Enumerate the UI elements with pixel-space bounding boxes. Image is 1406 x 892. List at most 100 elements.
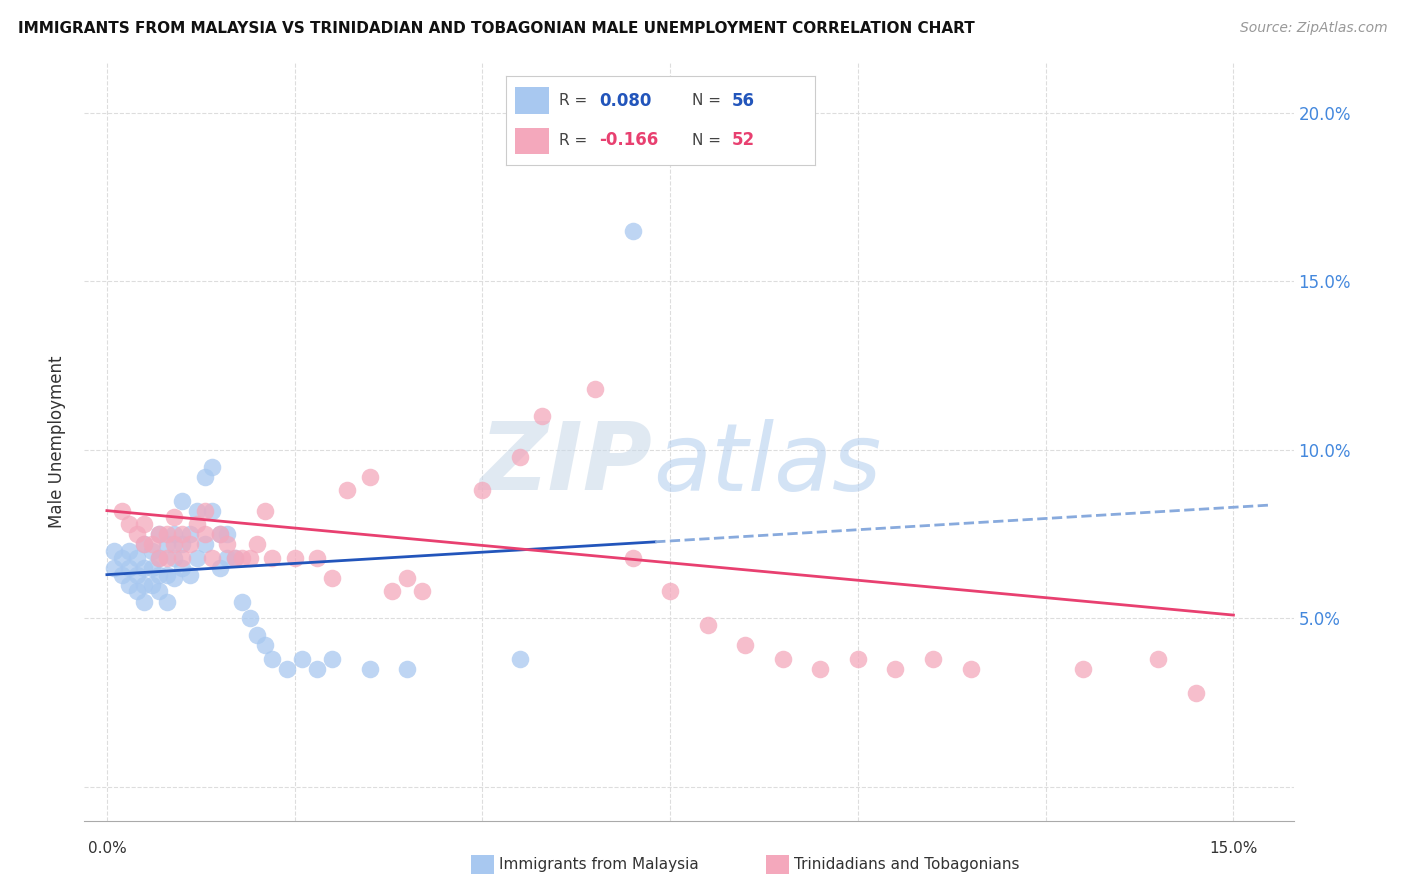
Point [193, 527, 215, 541]
Point [163, 510, 186, 524]
Text: Trinidadians and Tobagonians: Trinidadians and Tobagonians [794, 857, 1019, 871]
Point [359, 662, 381, 676]
Point [118, 561, 141, 575]
Point [215, 537, 238, 551]
Text: Immigrants from Malaysia: Immigrants from Malaysia [499, 857, 699, 871]
Point [103, 544, 125, 558]
Point [141, 578, 163, 592]
Point [118, 544, 141, 558]
Point [125, 527, 148, 541]
Point [163, 550, 186, 565]
Text: 15.0%: 15.0% [1209, 841, 1257, 855]
Point [193, 470, 215, 484]
Point [772, 652, 794, 666]
Point [156, 594, 179, 608]
Point [396, 662, 419, 676]
Point [201, 503, 224, 517]
Point [471, 483, 494, 498]
Point [111, 503, 134, 517]
Point [1147, 652, 1170, 666]
Point [134, 561, 156, 575]
Point [884, 662, 907, 676]
Point [170, 561, 193, 575]
Point [284, 550, 307, 565]
Point [621, 550, 644, 565]
Point [125, 584, 148, 599]
Point [583, 382, 606, 396]
Point [134, 537, 156, 551]
Bar [516, 128, 550, 154]
Point [509, 652, 531, 666]
Point [141, 544, 163, 558]
Point [922, 652, 945, 666]
Text: 56: 56 [733, 92, 755, 110]
Point [111, 550, 134, 565]
Point [163, 571, 186, 585]
Point [531, 409, 554, 424]
Point [224, 550, 246, 565]
Point [321, 571, 343, 585]
Point [201, 550, 224, 565]
Point [307, 550, 329, 565]
Text: -0.166: -0.166 [599, 131, 658, 149]
Point [846, 652, 869, 666]
Point [411, 584, 433, 599]
Point [808, 662, 831, 676]
Text: atlas: atlas [652, 418, 882, 510]
Point [734, 639, 756, 653]
Text: Source: ZipAtlas.com: Source: ZipAtlas.com [1240, 21, 1388, 35]
Point [163, 527, 186, 541]
Point [208, 527, 231, 541]
Text: R =: R = [558, 133, 592, 147]
Point [170, 527, 193, 541]
Y-axis label: Male Unemployment: Male Unemployment [48, 355, 66, 528]
Text: 0.080: 0.080 [599, 92, 651, 110]
Point [321, 652, 343, 666]
Point [307, 662, 329, 676]
Point [336, 483, 359, 498]
Point [170, 493, 193, 508]
Point [659, 584, 682, 599]
Point [193, 537, 215, 551]
Point [148, 550, 170, 565]
Point [118, 517, 141, 532]
Point [156, 567, 179, 582]
Point [1071, 662, 1094, 676]
Point [215, 527, 238, 541]
Point [262, 550, 284, 565]
Text: 52: 52 [733, 131, 755, 149]
Point [262, 652, 284, 666]
Point [231, 594, 253, 608]
Point [396, 571, 419, 585]
Point [239, 611, 262, 625]
Point [156, 527, 179, 541]
Text: IMMIGRANTS FROM MALAYSIA VS TRINIDADIAN AND TOBAGONIAN MALE UNEMPLOYMENT CORRELA: IMMIGRANTS FROM MALAYSIA VS TRINIDADIAN … [18, 21, 974, 36]
Point [141, 561, 163, 575]
Point [134, 537, 156, 551]
Point [621, 224, 644, 238]
Point [201, 459, 224, 474]
Point [696, 618, 718, 632]
Point [148, 567, 170, 582]
Point [148, 584, 170, 599]
Point [156, 550, 179, 565]
Point [186, 503, 208, 517]
Point [186, 517, 208, 532]
Point [179, 527, 201, 541]
Point [291, 652, 314, 666]
Point [509, 450, 531, 464]
Point [246, 628, 269, 642]
Point [253, 503, 276, 517]
Point [959, 662, 981, 676]
Point [125, 567, 148, 582]
Point [276, 662, 298, 676]
Point [381, 584, 404, 599]
Point [134, 578, 156, 592]
Point [1185, 685, 1208, 699]
Bar [516, 87, 550, 114]
Point [111, 567, 134, 582]
Point [215, 550, 238, 565]
Point [253, 639, 276, 653]
Text: 0.0%: 0.0% [87, 841, 127, 855]
Point [134, 594, 156, 608]
